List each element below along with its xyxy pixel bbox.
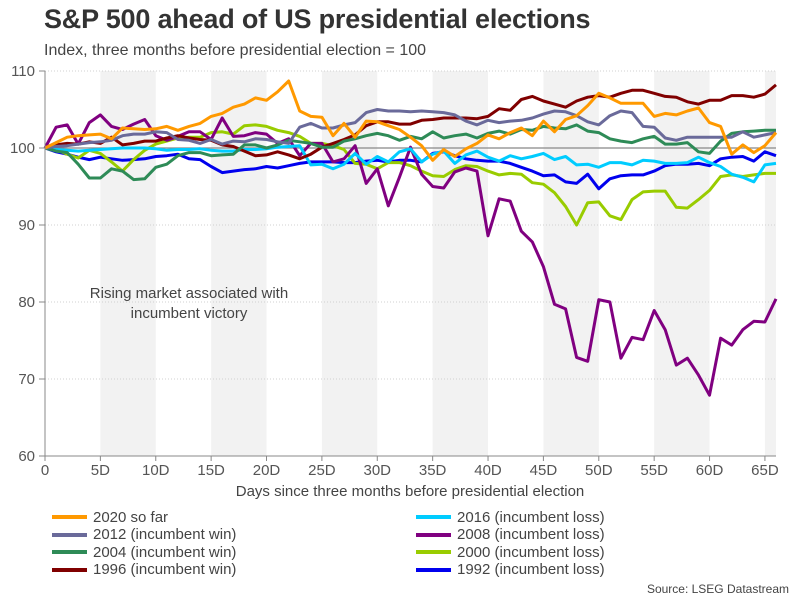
series-line-1992 (44, 146, 777, 191)
y-tick-label: 80 (18, 294, 35, 311)
legend-label: 2020 so far (93, 508, 169, 526)
x-axis-ticks: 0 5D 10D 15D 20D 25D 30D 35D 40D 45D 50D 55D 60D 65D (41, 456, 779, 479)
shaded-band-5 (654, 71, 710, 456)
shaded-band-6 (764, 71, 776, 456)
source-note: Source: LSEG Datastream (646, 582, 789, 596)
annotation-line-1: Rising market associated with (90, 285, 288, 302)
legend-swatch (416, 550, 451, 554)
legend-label: 2012 (incumbent win) (93, 526, 237, 543)
x-tick-label: 50D (585, 462, 613, 479)
series-line-2012 (44, 108, 777, 150)
shaded-band-3 (432, 71, 489, 456)
chart-subtitle: Index, three months before presidential … (44, 42, 427, 59)
legend-swatch (416, 515, 451, 519)
legend-label: 1992 (incumbent loss) (457, 561, 605, 578)
x-tick-label: 65D (751, 462, 779, 479)
legend-item: 1992 (incumbent loss) (416, 561, 605, 579)
series-line-2008 (43, 113, 778, 397)
legend-swatch (52, 532, 87, 537)
x-tick-label: 25D (308, 462, 336, 479)
legend-swatch (52, 567, 87, 572)
x-tick-label: 20D (253, 462, 281, 479)
legend-swatch (416, 532, 451, 537)
legend-swatch (52, 550, 87, 554)
chart-title: S&P 500 ahead of US presidential electio… (44, 4, 591, 34)
legend-swatch (416, 567, 451, 572)
legend-label: 2000 (incumbent loss) (457, 543, 605, 561)
x-tick-label: 55D (640, 462, 668, 479)
y-axis-ticks: 60 70 80 90 100 110 (10, 63, 45, 465)
legend-label: 1996 (incumbent win) (93, 561, 237, 578)
legend-item: 2016 (incumbent loss) (416, 508, 605, 526)
legend-item: 1996 (incumbent win) (52, 561, 236, 579)
y-tick-label: 70 (18, 371, 35, 388)
y-tick-label: 60 (18, 448, 35, 465)
x-tick-label: 60D (696, 462, 724, 479)
legend-item: 2008 (incumbent loss) (416, 526, 605, 544)
x-tick-label: 15D (197, 462, 225, 479)
shaded-band-4 (543, 71, 599, 456)
series-line-2020 (44, 79, 778, 162)
legend-label: 2004 (incumbent win) (93, 543, 237, 561)
legend-label: 2016 (incumbent loss) (457, 508, 605, 526)
x-tick-label: 30D (364, 462, 392, 479)
legend-item: 2012 (incumbent win) (52, 526, 236, 544)
series-lines (43, 79, 778, 397)
x-tick-label: 45D (530, 462, 558, 479)
legend-item: 2000 (incumbent loss) (416, 543, 605, 561)
legend-item: 2020 so far (52, 508, 168, 526)
shaded-bands (100, 71, 776, 456)
x-tick-label: 5D (91, 462, 110, 479)
x-tick-label: 35D (419, 462, 447, 479)
legend-item: 2004 (incumbent win) (52, 543, 236, 561)
y-tick-label: 110 (11, 63, 35, 80)
legend: 2020 so far 2012 (incumbent win) 2004 (inc… (0, 508, 801, 580)
legend-label: 2008 (incumbent loss) (457, 526, 605, 543)
x-axis-title: Days since three months before president… (236, 483, 585, 500)
legend-swatch (52, 515, 87, 519)
x-tick-label: 0 (41, 462, 49, 479)
annotation-line-2: incumbent victory (131, 305, 248, 322)
x-tick-label: 10D (142, 462, 170, 479)
y-tick-label: 100 (10, 140, 35, 157)
series-line-2016 (44, 144, 777, 184)
x-tick-label: 40D (474, 462, 502, 479)
series-line-1996 (44, 83, 777, 161)
y-tick-label: 90 (18, 217, 35, 234)
